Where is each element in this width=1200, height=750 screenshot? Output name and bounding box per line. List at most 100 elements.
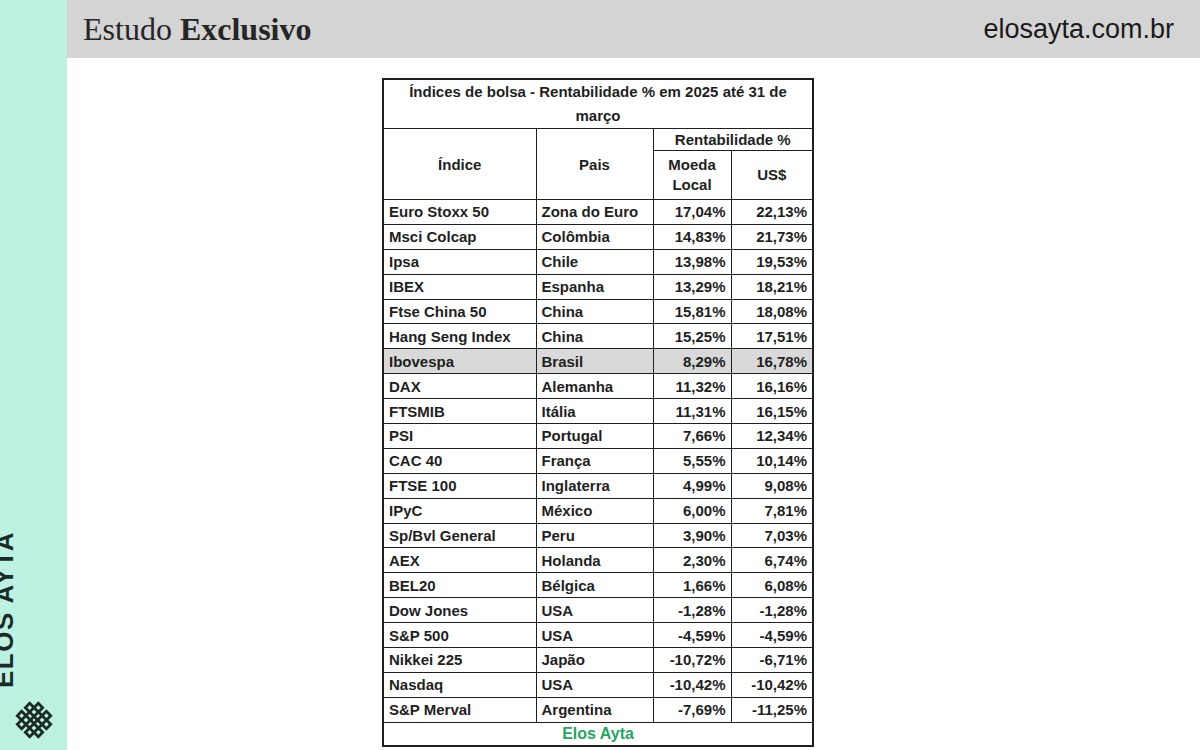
- usd-cell: 21,73%: [731, 224, 813, 249]
- table-row: Ftse China 50China15,81%18,08%: [383, 299, 813, 324]
- country-cell: Bélgica: [536, 573, 653, 598]
- table-row: IpsaChile13,98%19,53%: [383, 249, 813, 274]
- column-header-index: Índice: [383, 129, 536, 200]
- local-currency-cell: 7,66%: [653, 424, 731, 449]
- table-row: S&P 500USA-4,59%-4,59%: [383, 623, 813, 648]
- usd-cell: 22,13%: [731, 200, 813, 225]
- usd-cell: 18,08%: [731, 299, 813, 324]
- local-currency-cell: -4,59%: [653, 623, 731, 648]
- usd-cell: 16,15%: [731, 399, 813, 424]
- country-cell: Japão: [536, 648, 653, 673]
- index-cell: Sp/Bvl General: [383, 523, 536, 548]
- usd-cell: 7,81%: [731, 498, 813, 523]
- local-currency-cell: 11,31%: [653, 399, 731, 424]
- index-cell: Ibovespa: [383, 349, 536, 374]
- table-row: AEXHolanda2,30%6,74%: [383, 548, 813, 573]
- index-cell: Ipsa: [383, 249, 536, 274]
- column-header-country: Pais: [536, 129, 653, 200]
- index-cell: Hang Seng Index: [383, 324, 536, 349]
- table-row: Hang Seng IndexChina15,25%17,51%: [383, 324, 813, 349]
- index-cell: FTSMIB: [383, 399, 536, 424]
- usd-cell: 19,53%: [731, 249, 813, 274]
- table-title-row: Índices de bolsa - Rentabilidade % em 20…: [383, 79, 813, 129]
- column-header-usd: US$: [731, 151, 813, 200]
- country-cell: França: [536, 448, 653, 473]
- index-cell: Euro Stoxx 50: [383, 200, 536, 225]
- table-row: IPyCMéxico6,00%7,81%: [383, 498, 813, 523]
- country-cell: Chile: [536, 249, 653, 274]
- local-currency-cell: 14,83%: [653, 224, 731, 249]
- local-currency-cell: -1,28%: [653, 598, 731, 623]
- country-cell: Inglaterra: [536, 473, 653, 498]
- country-cell: Argentina: [536, 697, 653, 722]
- local-currency-cell: 17,04%: [653, 200, 731, 225]
- table-title: Índices de bolsa - Rentabilidade % em 20…: [383, 79, 813, 129]
- index-cell: S&P 500: [383, 623, 536, 648]
- table-row: PSIPortugal7,66%12,34%: [383, 424, 813, 449]
- index-cell: S&P Merval: [383, 697, 536, 722]
- woven-diamond-lattice-icon: [13, 696, 55, 744]
- usd-cell: -6,71%: [731, 648, 813, 673]
- local-currency-cell: 1,66%: [653, 573, 731, 598]
- usd-cell: 10,14%: [731, 448, 813, 473]
- country-cell: Alemanha: [536, 374, 653, 399]
- index-cell: Dow Jones: [383, 598, 536, 623]
- country-cell: Espanha: [536, 274, 653, 299]
- usd-cell: -10,42%: [731, 672, 813, 697]
- usd-cell: -11,25%: [731, 697, 813, 722]
- table-row: IBEXEspanha13,29%18,21%: [383, 274, 813, 299]
- local-currency-cell: 8,29%: [653, 349, 731, 374]
- column-header-local-currency: Moeda Local: [653, 151, 731, 200]
- column-header-rentability-group: Rentabilidade %: [653, 129, 813, 151]
- indices-table: Índices de bolsa - Rentabilidade % em 20…: [382, 78, 814, 747]
- country-cell: Itália: [536, 399, 653, 424]
- table-footer-brand: Elos Ayta: [383, 722, 813, 746]
- local-currency-cell: 4,99%: [653, 473, 731, 498]
- website-url: elosayta.com.br: [983, 14, 1174, 45]
- page-title-regular: Estudo: [83, 11, 172, 47]
- local-currency-cell: -10,72%: [653, 648, 731, 673]
- table-body: Euro Stoxx 50Zona do Euro17,04%22,13%Msc…: [383, 200, 813, 723]
- index-cell: PSI: [383, 424, 536, 449]
- usd-cell: -4,59%: [731, 623, 813, 648]
- local-currency-cell: 11,32%: [653, 374, 731, 399]
- page-title: Estudo Exclusivo: [83, 11, 311, 48]
- usd-cell: 6,74%: [731, 548, 813, 573]
- country-cell: China: [536, 299, 653, 324]
- page-title-bold: Exclusivo: [180, 11, 312, 47]
- index-cell: AEX: [383, 548, 536, 573]
- usd-cell: 12,34%: [731, 424, 813, 449]
- country-cell: Holanda: [536, 548, 653, 573]
- index-cell: FTSE 100: [383, 473, 536, 498]
- brand-sidebar: ELOS AYTA: [0, 0, 67, 750]
- index-cell: CAC 40: [383, 448, 536, 473]
- table-row: FTSE 100Inglaterra4,99%9,08%: [383, 473, 813, 498]
- table-row: Euro Stoxx 50Zona do Euro17,04%22,13%: [383, 200, 813, 225]
- index-cell: Ftse China 50: [383, 299, 536, 324]
- local-currency-cell: 2,30%: [653, 548, 731, 573]
- local-currency-cell: 13,29%: [653, 274, 731, 299]
- table-row: S&P MervalArgentina-7,69%-11,25%: [383, 697, 813, 722]
- table-row: BEL20Bélgica1,66%6,08%: [383, 573, 813, 598]
- table-row: Dow JonesUSA-1,28%-1,28%: [383, 598, 813, 623]
- usd-cell: 17,51%: [731, 324, 813, 349]
- index-cell: IPyC: [383, 498, 536, 523]
- index-cell: Nasdaq: [383, 672, 536, 697]
- local-currency-cell: 15,81%: [653, 299, 731, 324]
- table-row: Nikkei 225Japão-10,72%-6,71%: [383, 648, 813, 673]
- country-cell: Zona do Euro: [536, 200, 653, 225]
- index-cell: DAX: [383, 374, 536, 399]
- country-cell: Colômbia: [536, 224, 653, 249]
- usd-cell: 7,03%: [731, 523, 813, 548]
- table-row: Sp/Bvl GeneralPeru3,90%7,03%: [383, 523, 813, 548]
- usd-cell: 16,16%: [731, 374, 813, 399]
- usd-cell: 6,08%: [731, 573, 813, 598]
- index-cell: Msci Colcap: [383, 224, 536, 249]
- table-row: DAXAlemanha11,32%16,16%: [383, 374, 813, 399]
- country-cell: Brasil: [536, 349, 653, 374]
- index-cell: IBEX: [383, 274, 536, 299]
- local-currency-cell: 15,25%: [653, 324, 731, 349]
- usd-cell: 9,08%: [731, 473, 813, 498]
- table-row: IbovespaBrasil8,29%16,78%: [383, 349, 813, 374]
- usd-cell: -1,28%: [731, 598, 813, 623]
